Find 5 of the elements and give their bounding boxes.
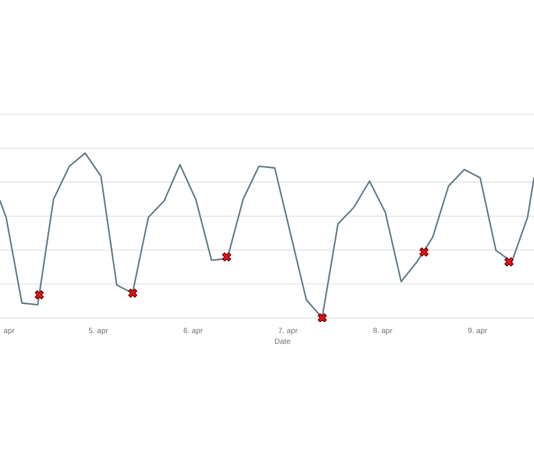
- point: [504, 257, 514, 266]
- point: [318, 313, 327, 322]
- point: [34, 290, 44, 300]
- point: [222, 252, 232, 262]
- point: [128, 288, 138, 298]
